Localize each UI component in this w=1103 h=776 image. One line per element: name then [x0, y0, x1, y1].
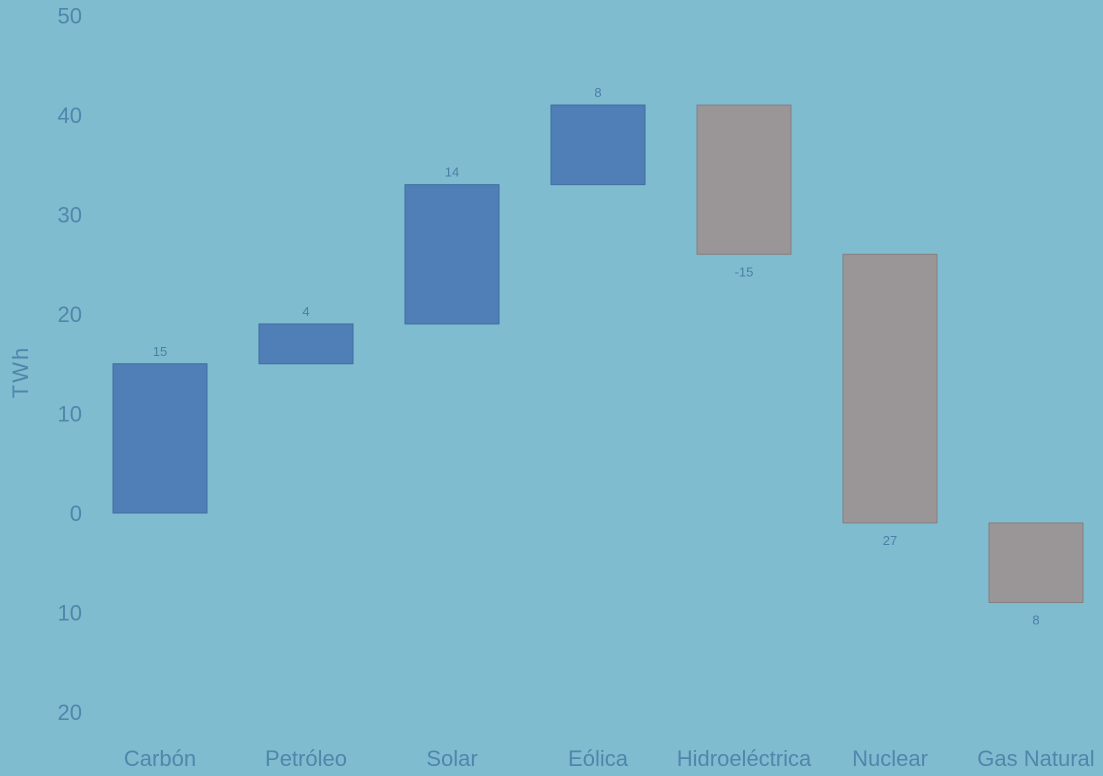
y-tick-label: 50: [58, 4, 82, 29]
bars: [112, 104, 1084, 604]
bar-solar: [404, 184, 500, 325]
x-category-label: Petróleo: [265, 746, 347, 771]
y-tick-label: 10: [58, 402, 82, 427]
data-label: 4: [302, 304, 309, 319]
y-axis-label: TWh: [8, 346, 33, 398]
bar-carb-n: [112, 363, 208, 514]
data-label: 8: [594, 85, 601, 100]
data-label: 15: [153, 344, 167, 359]
bar-e-lica: [550, 104, 646, 186]
data-label: 14: [445, 165, 459, 180]
data-label: 8: [1032, 613, 1039, 628]
data-labels: 15 4 14 8 -15 27 8: [153, 85, 1040, 628]
x-category-label: Carbón: [124, 746, 196, 771]
x-axis: Carbón Petróleo Solar Eólica Hidroeléctrica N…: [124, 746, 1095, 771]
y-tick-label: 10: [58, 601, 82, 626]
data-label: -15: [735, 264, 754, 279]
x-category-label: Gas Natural: [977, 746, 1094, 771]
y-tick-label: 40: [58, 103, 82, 128]
y-tick-label: 30: [58, 203, 82, 228]
y-tick-label: 20: [58, 700, 82, 725]
y-axis: 50 40 30 20 10 0 10 20: [58, 4, 82, 726]
bar-gas-natural: [988, 522, 1084, 604]
x-category-label: Hidroeléctrica: [677, 746, 812, 771]
x-category-label: Solar: [426, 746, 477, 771]
data-label: 27: [883, 533, 897, 548]
x-category-label: Nuclear: [852, 746, 928, 771]
y-tick-label: 0: [70, 501, 82, 526]
bar-hidroel-ctrica: [696, 104, 792, 255]
y-tick-label: 20: [58, 302, 82, 327]
bar-nuclear: [842, 253, 938, 524]
x-category-label: Eólica: [568, 746, 629, 771]
bar-petr-leo: [258, 323, 354, 365]
